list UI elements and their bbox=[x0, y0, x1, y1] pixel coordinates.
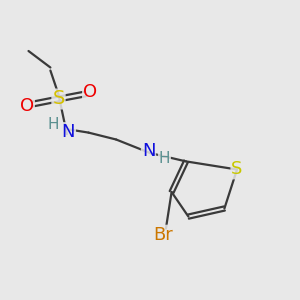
Text: O: O bbox=[83, 83, 97, 101]
Text: H: H bbox=[159, 151, 170, 166]
Text: S: S bbox=[52, 89, 65, 109]
Text: H: H bbox=[47, 117, 58, 132]
Text: Br: Br bbox=[153, 226, 173, 244]
Text: N: N bbox=[62, 123, 75, 141]
Text: S: S bbox=[231, 160, 243, 178]
Text: O: O bbox=[20, 97, 34, 115]
Text: N: N bbox=[142, 142, 155, 160]
